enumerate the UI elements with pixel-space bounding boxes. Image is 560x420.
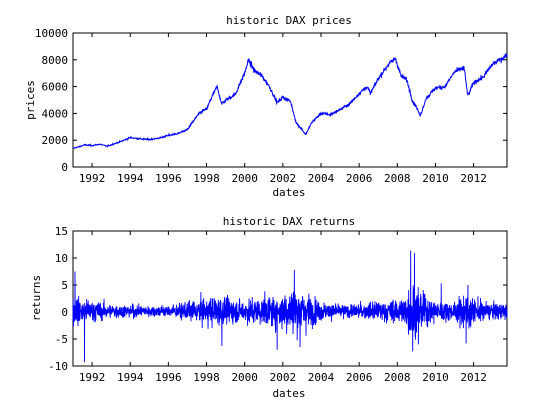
returns-y-axis-label: returns [30, 275, 43, 321]
returns-y-tick-label: -10 [48, 360, 68, 373]
returns-x-tick-label: 2002 [270, 371, 297, 384]
returns-x-tick-label: 1998 [193, 371, 220, 384]
prices-x-tick-label: 2008 [384, 172, 411, 185]
prices-series-line [73, 54, 507, 149]
returns-x-tick-label: 2006 [346, 371, 373, 384]
returns-x-tick-label: 2004 [308, 371, 335, 384]
prices-x-tick-label: 2010 [422, 172, 449, 185]
prices-x-tick-label: 1996 [155, 172, 182, 185]
prices-x-tick-label: 1998 [193, 172, 220, 185]
returns-x-tick-label: 1994 [117, 371, 144, 384]
prices-y-tick-label: 2000 [42, 134, 69, 147]
prices-title: historic DAX prices [226, 14, 352, 27]
returns-y-tick-label: 15 [55, 225, 68, 238]
returns-y-tick-label: 10 [55, 252, 68, 265]
prices-x-tick-label: 2012 [460, 172, 487, 185]
prices-y-tick-label: 6000 [42, 81, 69, 94]
returns-x-tick-label: 2000 [231, 371, 258, 384]
returns-x-axis-label: dates [272, 387, 305, 400]
returns-x-tick-label: 1996 [155, 371, 182, 384]
returns-y-tick-label: 0 [61, 306, 68, 319]
prices-y-tick-label: 0 [61, 161, 68, 174]
returns-x-tick-label: 1992 [79, 371, 106, 384]
returns-x-tick-label: 2010 [422, 371, 449, 384]
prices-x-tick-label: 2000 [231, 172, 258, 185]
returns-series-line [73, 250, 507, 362]
prices-x-tick-label: 2006 [346, 172, 373, 185]
returns-y-tick-label: 5 [61, 279, 68, 292]
prices-x-tick-label: 2002 [270, 172, 297, 185]
prices-y-axis-label: prices [24, 80, 37, 120]
returns-panel: historic DAX returns dates returns 1992 1… [30, 215, 507, 400]
prices-x-axis-label: dates [272, 186, 305, 199]
prices-x-tick-label: 2004 [308, 172, 335, 185]
returns-x-tick-label: 2012 [460, 371, 487, 384]
prices-y-tick-label: 10000 [35, 27, 68, 40]
prices-y-tick-label: 8000 [42, 54, 69, 67]
prices-x-tick-label: 1994 [117, 172, 144, 185]
prices-x-tick-label: 1992 [79, 172, 106, 185]
prices-panel: historic DAX prices dates prices 1992 199… [24, 14, 507, 199]
returns-x-tick-label: 2008 [384, 371, 411, 384]
returns-title: historic DAX returns [223, 215, 355, 228]
prices-y-tick-label: 4000 [42, 107, 69, 120]
returns-y-tick-label: -5 [55, 333, 68, 346]
